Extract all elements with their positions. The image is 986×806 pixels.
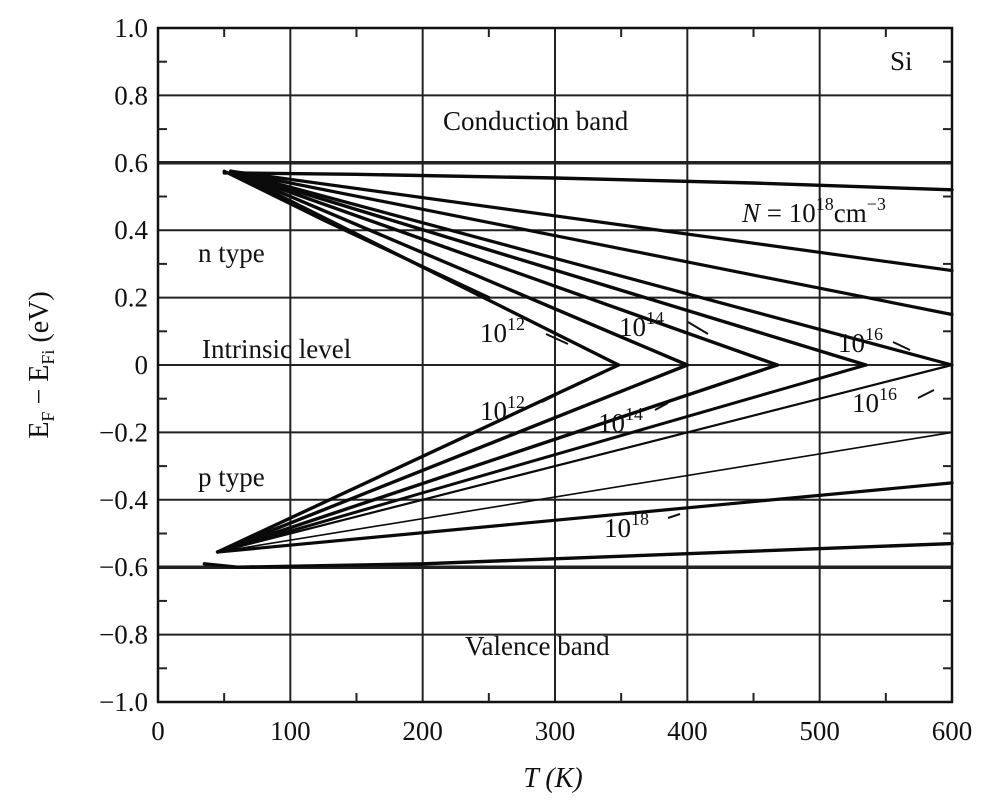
- material-label: Si: [890, 46, 913, 76]
- curve-label-n-16: 1016: [838, 324, 883, 358]
- y-tick-label: 0.8: [114, 80, 148, 110]
- leader-p-18: [667, 513, 681, 519]
- x-tick-label: 600: [932, 716, 973, 746]
- y-tick-label: −0.8: [99, 620, 148, 650]
- curve-line: [216, 481, 954, 554]
- curve-line: [229, 169, 868, 367]
- label-leaders: [541, 321, 935, 519]
- curve-line: [229, 169, 779, 367]
- curve-line: [215, 363, 689, 554]
- y-tick-label: 0.6: [114, 148, 148, 178]
- y-tick-label: 0.2: [114, 283, 148, 313]
- svg-text:N = 1018cm−3: N = 1018cm−3: [741, 194, 886, 228]
- x-tick-label: 200: [402, 716, 443, 746]
- curve-line: [229, 169, 689, 367]
- curve-line: [216, 363, 954, 554]
- curve-line: [215, 363, 621, 554]
- curve-label-p-18: 1018: [604, 509, 649, 543]
- curve-line: [216, 363, 868, 554]
- curve-label-n-14: 1014: [619, 308, 664, 342]
- y-tick-label: −0.4: [99, 485, 148, 515]
- frame-layer: [156, 26, 954, 704]
- y-axis-label: EF − EFi (eV): [24, 291, 58, 438]
- intrinsic-level-label: Intrinsic level: [202, 334, 351, 364]
- valence-band-label: Valence band: [465, 631, 610, 661]
- curve-line: [202, 541, 954, 569]
- x-axis-label: T (K): [523, 763, 582, 794]
- curve-line: [229, 169, 954, 273]
- curve-line: [229, 169, 954, 367]
- curve-label-n-12: 1012: [480, 314, 525, 348]
- x-tick-label: 0: [151, 716, 165, 746]
- curve-label-p-16: 1016: [852, 384, 897, 418]
- curve-label-n-18: N = 1018cm−3: [741, 194, 886, 228]
- x-tick-label: 500: [799, 716, 840, 746]
- curve-label-p-12: 1012: [480, 392, 525, 426]
- y-tick-label: −0.6: [99, 552, 148, 582]
- leader-p-12: [541, 394, 557, 403]
- x-tick-label: 100: [270, 716, 311, 746]
- y-tick-label: 0: [135, 350, 149, 380]
- x-tick-label: 400: [667, 716, 708, 746]
- leader-n-16: [892, 341, 911, 351]
- svg-text:1012: 1012: [480, 314, 525, 348]
- curve-line: [215, 363, 779, 554]
- n-type-label: n type: [198, 238, 265, 268]
- x-tick-label: 300: [535, 716, 576, 746]
- leader-p-14: [654, 402, 669, 411]
- p-type-label: p type: [198, 462, 265, 492]
- svg-text:1012: 1012: [480, 392, 525, 426]
- svg-text:1014: 1014: [619, 308, 664, 342]
- curve-line: [229, 169, 954, 317]
- y-tick-label: 1.0: [114, 13, 148, 43]
- svg-text:1018: 1018: [604, 509, 649, 543]
- curve-line: [222, 169, 491, 300]
- svg-text:1016: 1016: [852, 384, 897, 418]
- leader-p-16: [917, 389, 935, 399]
- leader-n-12: [545, 333, 569, 345]
- curve-line: [216, 431, 953, 553]
- y-tick-label: 0.4: [114, 215, 148, 245]
- curve-layer: [202, 169, 954, 569]
- leader-n-14: [687, 321, 709, 335]
- curve-line: [222, 171, 954, 192]
- plot-frame: [156, 26, 954, 704]
- y-tick-label: −0.2: [99, 417, 148, 447]
- y-tick-label: −1.0: [99, 687, 148, 717]
- tick-layer: 0 100 200 300 400 500 600 1.0 0.8 0.6 0.4 0.2 0 −0.2 −…: [99, 13, 972, 746]
- svg-text:1016: 1016: [838, 324, 883, 358]
- conduction-band-label: Conduction band: [443, 106, 629, 136]
